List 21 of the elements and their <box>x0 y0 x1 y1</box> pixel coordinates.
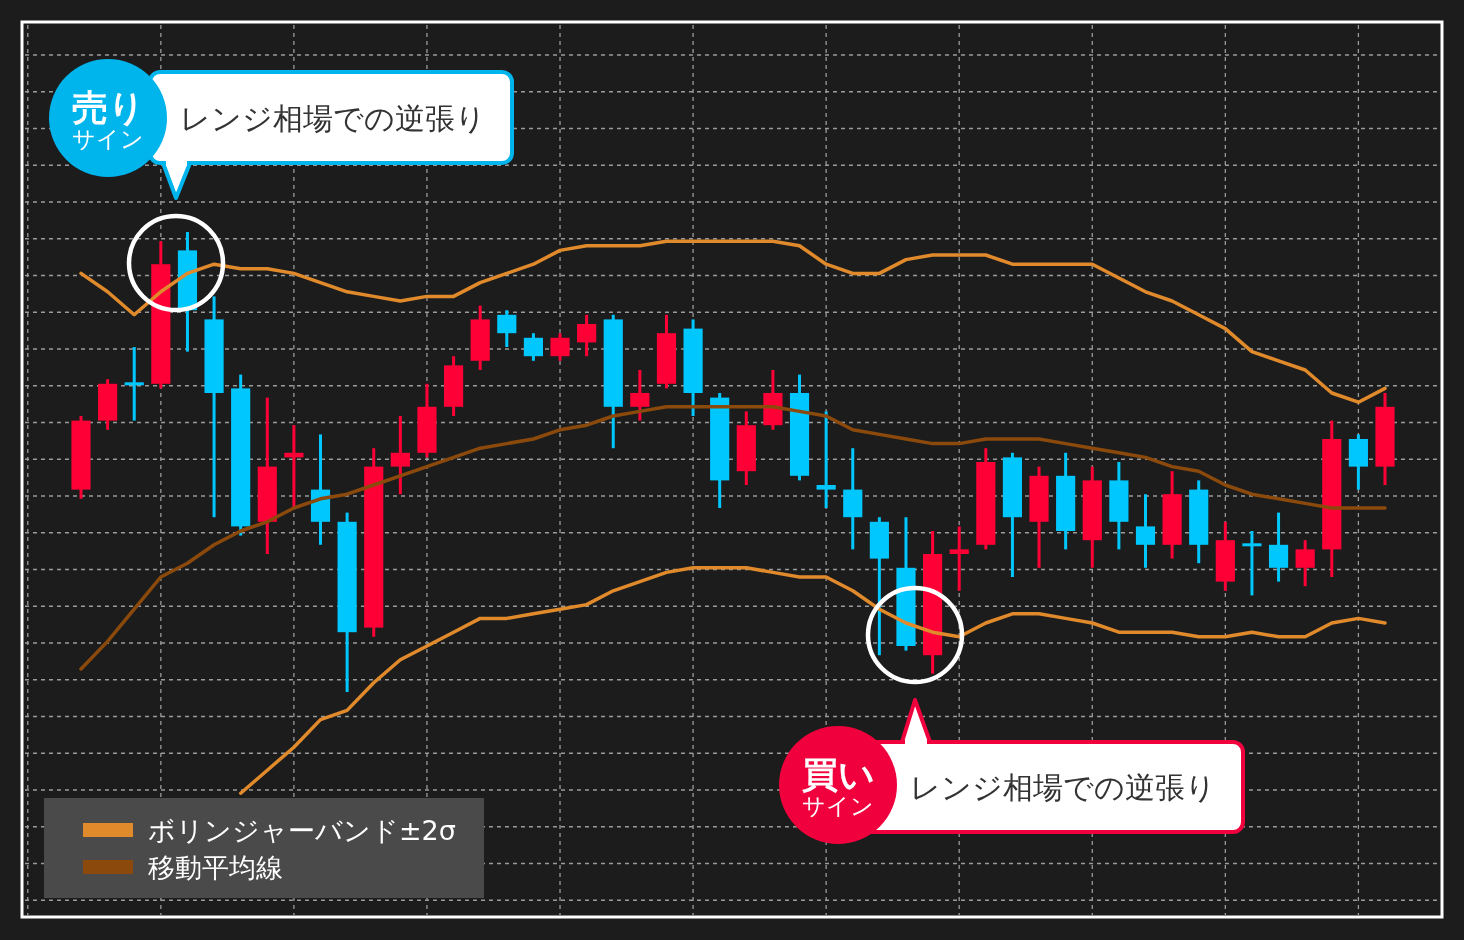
candlestick <box>523 333 543 361</box>
text: レンジ相場での逆張り <box>180 100 486 136</box>
candlestick <box>124 347 144 421</box>
text: サイン <box>72 126 144 152</box>
candlestick <box>390 416 410 496</box>
text: レンジ相場での逆張り <box>910 770 1216 805</box>
candlestick <box>577 313 597 358</box>
candlestick <box>550 333 570 361</box>
candlestick <box>1242 531 1262 596</box>
candlestick <box>949 526 969 591</box>
candlestick <box>1268 512 1289 582</box>
candlestick <box>1295 540 1315 588</box>
legend-label: ボリンジャーバンド±2σ <box>148 815 456 846</box>
candlestick <box>630 370 650 421</box>
legend-label: 移動平均線 <box>148 852 283 883</box>
text: サイン <box>802 793 874 819</box>
candlestick <box>816 411 836 508</box>
candlestick <box>1135 494 1156 568</box>
candlestick <box>497 310 517 347</box>
text: 売り <box>71 87 145 128</box>
text: 買い <box>801 754 875 795</box>
